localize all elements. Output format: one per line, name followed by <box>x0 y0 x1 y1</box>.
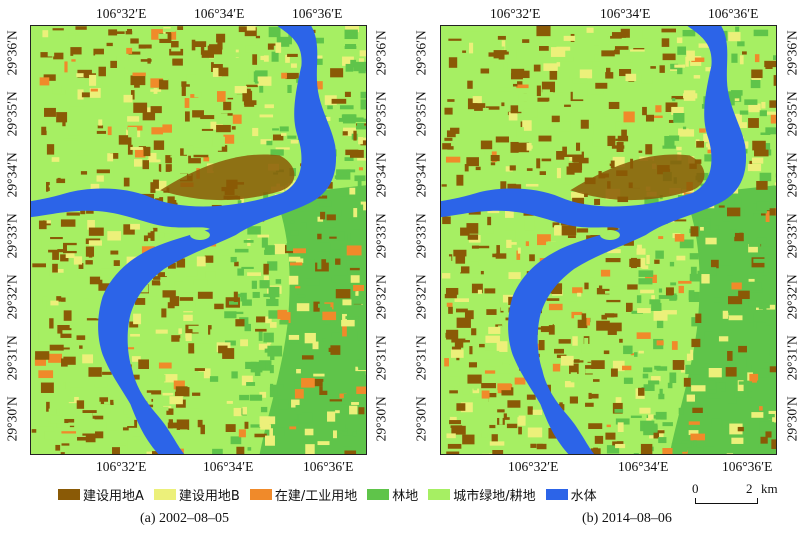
right-tick-b-6: 29°30′N <box>784 396 800 442</box>
right-tick-a-5: 29°31′N <box>373 335 389 381</box>
legend: 建设用地A 建设用地B 在建/工业用地 林地 城市绿地/耕地 水体 <box>58 483 607 505</box>
left-tick-b-0: 29°36′N <box>413 30 429 76</box>
legend-swatch-greenland <box>428 488 451 500</box>
left-tick-b-5: 29°31′N <box>413 335 429 381</box>
top-tick-b-2: 106°36′E <box>708 6 759 21</box>
map-image-b <box>440 25 777 455</box>
land-cover-map-a <box>31 26 366 454</box>
scale-end-label: 2 <box>746 481 753 496</box>
bottom-tick-b-1: 106°34′E <box>618 459 669 474</box>
legend-swatch-forest <box>367 488 390 500</box>
legend-swatch-water <box>545 488 568 500</box>
left-tick-a-4: 29°32′N <box>4 274 20 320</box>
legend-swatch-construction-b <box>153 488 176 500</box>
legend-item-forest: 林地 <box>367 485 418 504</box>
left-tick-b-6: 29°30′N <box>413 396 429 442</box>
legend-item-greenland: 城市绿地/耕地 <box>428 485 536 504</box>
right-tick-b-1: 29°35′N <box>784 91 800 137</box>
top-tick-a-2: 106°36′E <box>292 6 343 21</box>
top-tick-a-0: 106°32′E <box>96 6 147 21</box>
right-tick-a-0: 29°36′N <box>373 30 389 76</box>
right-tick-b-5: 29°31′N <box>784 335 800 381</box>
legend-label-forest: 林地 <box>392 488 419 504</box>
bottom-tick-b-0: 106°32′E <box>508 459 559 474</box>
land-cover-map-b <box>441 26 776 454</box>
left-tick-a-2: 29°34′N <box>4 152 20 198</box>
scale-zero-label: 0 <box>692 481 699 496</box>
scale-bar: 0 2 km <box>690 481 800 505</box>
map-image-a <box>30 25 367 455</box>
left-tick-a-1: 29°35′N <box>4 91 20 137</box>
legend-item-water: 水体 <box>545 485 597 504</box>
left-tick-a-0: 29°36′N <box>4 30 20 76</box>
right-tick-a-1: 29°35′N <box>373 91 389 137</box>
legend-item-industrial: 在建/工业用地 <box>249 485 358 504</box>
bottom-tick-a-1: 106°34′E <box>203 459 254 474</box>
caption-b: (b) 2014–08–06 <box>582 511 672 526</box>
legend-label-water: 水体 <box>570 488 597 504</box>
left-tick-a-6: 29°30′N <box>4 396 20 442</box>
left-tick-b-3: 29°33′N <box>413 213 429 259</box>
legend-swatch-construction-a <box>58 488 80 500</box>
scale-line <box>695 498 758 504</box>
legend-swatch-industrial <box>249 488 272 500</box>
right-tick-a-3: 29°33′N <box>373 213 389 259</box>
legend-label-construction-b: 建设用地B <box>178 488 240 504</box>
scale-unit-label: km <box>761 481 778 496</box>
bottom-tick-b-2: 106°36′E <box>722 459 773 474</box>
top-tick-b-1: 106°34′E <box>600 6 651 21</box>
right-tick-a-4: 29°32′N <box>373 274 389 320</box>
caption-a: (a) 2002–08–05 <box>140 511 230 526</box>
bottom-tick-a-2: 106°36′E <box>303 459 354 474</box>
right-tick-b-4: 29°32′N <box>784 274 800 320</box>
top-tick-a-1: 106°34′E <box>194 6 245 21</box>
legend-label-greenland: 城市绿地/耕地 <box>453 488 536 504</box>
legend-item-construction-b: 建设用地B <box>153 485 240 504</box>
left-tick-b-2: 29°34′N <box>413 152 429 198</box>
legend-label-industrial: 在建/工业用地 <box>274 488 358 504</box>
right-tick-b-0: 29°36′N <box>784 30 800 76</box>
left-tick-a-5: 29°31′N <box>4 335 20 381</box>
left-tick-a-3: 29°33′N <box>4 213 20 259</box>
left-tick-b-4: 29°32′N <box>413 274 429 320</box>
right-tick-b-2: 29°34′N <box>784 152 800 198</box>
right-tick-a-6: 29°30′N <box>373 396 389 442</box>
top-tick-b-0: 106°32′E <box>490 6 541 21</box>
right-tick-b-3: 29°33′N <box>784 213 800 259</box>
legend-item-construction-a: 建设用地A <box>58 485 144 504</box>
right-tick-a-2: 29°34′N <box>373 152 389 198</box>
legend-label-construction-a: 建设用地A <box>83 488 144 504</box>
bottom-tick-a-0: 106°32′E <box>96 459 147 474</box>
left-tick-b-1: 29°35′N <box>413 91 429 137</box>
